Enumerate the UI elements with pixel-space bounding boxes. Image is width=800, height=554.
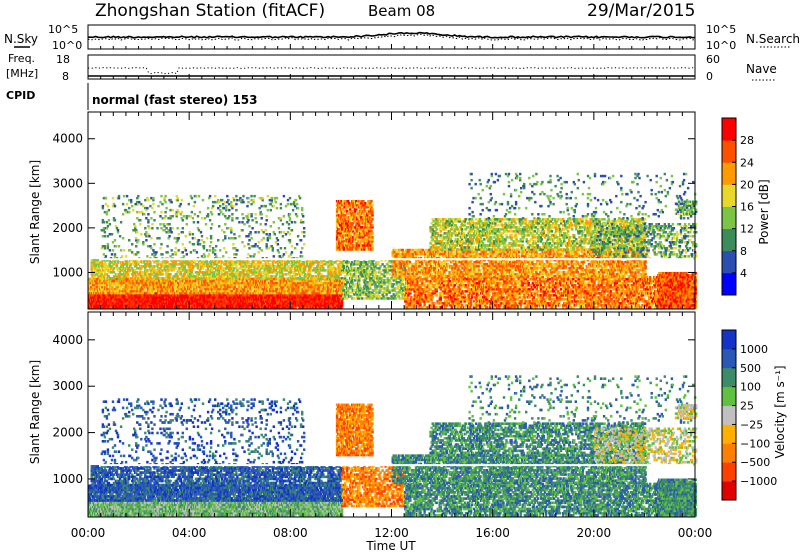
- nsky-tick-top: 10^5: [48, 23, 78, 36]
- nsky-tick-bottom: 10^0: [52, 39, 82, 52]
- nave-series: [88, 68, 695, 75]
- station-title: Zhongshan Station (fitACF): [95, 1, 325, 21]
- nsky-label: N.Sky: [4, 32, 38, 46]
- nsearch-tick-bottom: 10^0: [706, 39, 736, 52]
- nsky-series: [88, 33, 695, 38]
- nave-tick-bottom: 0: [706, 70, 713, 83]
- nsky-panel: N.Sky 10^5 10^0 10^5 10^0 N.Search: [4, 23, 800, 52]
- freq-panel: Freq. [MHz] 18 8 60 0 Nave: [6, 52, 777, 83]
- freq-label: Freq.: [8, 52, 35, 65]
- radar-summary-plot: Zhongshan Station (fitACF) Beam 08 29/Ma…: [0, 0, 800, 554]
- freq-tick-top: 18: [56, 53, 70, 66]
- freq-unit-label: [MHz]: [6, 67, 38, 80]
- power-heatmap-cells: [88, 173, 697, 309]
- nave-label: Nave: [746, 62, 777, 76]
- beam-label: Beam 08: [368, 2, 435, 20]
- cpid-label: CPID: [6, 89, 35, 102]
- cpid-row: CPID normal (fast stereo) 153: [6, 83, 258, 110]
- nsearch-tick-top: 10^5: [706, 23, 736, 36]
- date-label: 29/Mar/2015: [587, 1, 695, 21]
- nave-tick-top: 60: [706, 53, 720, 66]
- freq-tick-bottom: 8: [62, 70, 69, 83]
- cpid-text: normal (fast stereo) 153: [92, 93, 258, 107]
- nsearch-label: N.Search: [746, 32, 800, 46]
